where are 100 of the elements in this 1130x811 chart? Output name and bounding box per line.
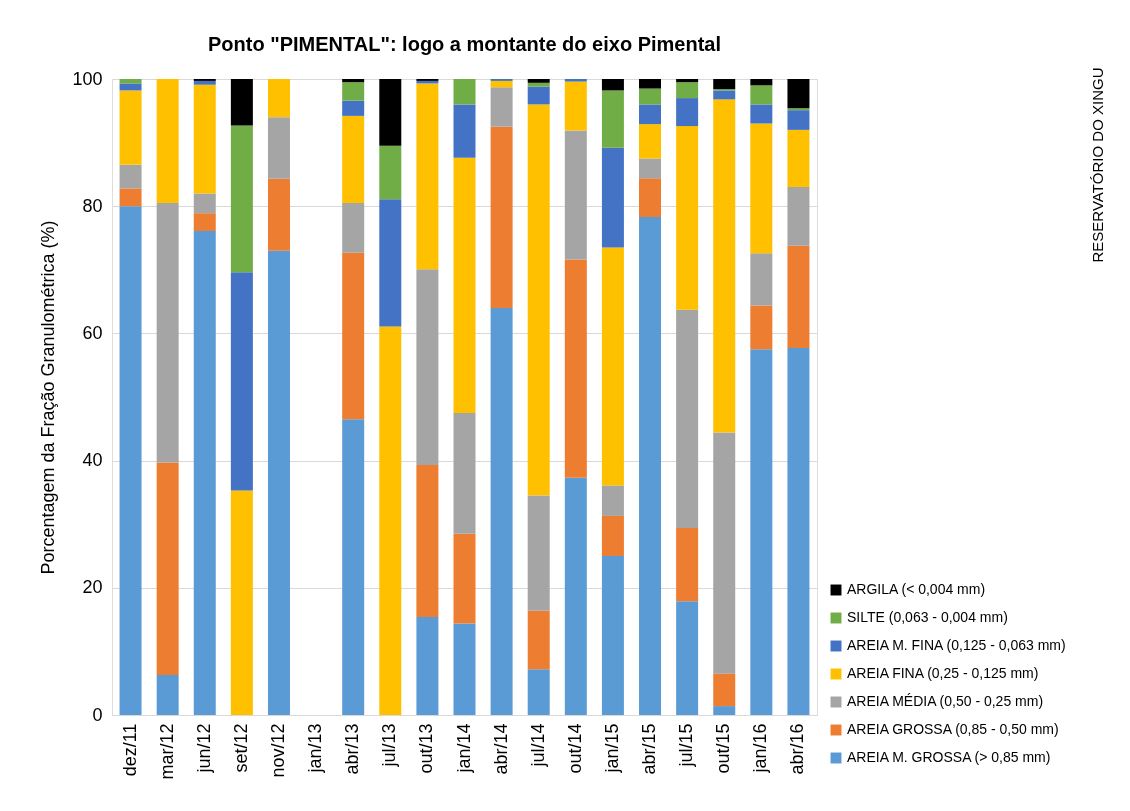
bar xyxy=(119,83,142,91)
legend-label: AREIA MÉDIA (0,50 - 0,25 mm) xyxy=(847,693,1044,709)
x-tick-label: jan/16 xyxy=(750,723,771,774)
bar xyxy=(453,623,476,715)
bar xyxy=(750,85,773,105)
bar xyxy=(713,706,736,715)
bar xyxy=(453,79,476,105)
y-tick-label: 100 xyxy=(72,68,103,89)
bar xyxy=(490,126,513,308)
bar xyxy=(639,79,662,89)
y-tick-label: 20 xyxy=(82,577,103,598)
x-tick-label: abr/14 xyxy=(490,723,511,775)
bar xyxy=(676,528,699,602)
bar xyxy=(787,129,810,188)
y-axis-title: Porcentagem da Fração Granulométrica (%) xyxy=(38,220,59,575)
x-tick-label: jun/12 xyxy=(193,723,214,774)
bar xyxy=(230,272,253,491)
bar xyxy=(416,465,439,618)
bar xyxy=(750,123,773,254)
bar xyxy=(230,490,253,715)
x-tick-label: jan/14 xyxy=(453,723,474,774)
legend-label: ARGILA (< 0,004 mm) xyxy=(847,581,986,597)
x-tick-label: dez/11 xyxy=(119,723,140,777)
bar xyxy=(676,98,699,127)
chart-title: Ponto "PIMENTAL": logo a montante do eixo Pimental xyxy=(207,33,722,56)
bar xyxy=(601,556,624,715)
bar xyxy=(787,348,810,715)
bar xyxy=(676,82,699,99)
bar xyxy=(527,669,550,715)
legend-label: AREIA M. FINA (0,125 - 0,063 mm) xyxy=(847,637,1066,653)
legend-label: AREIA GROSSA (0,85 - 0,50 mm) xyxy=(847,721,1059,737)
bar xyxy=(750,104,773,124)
bar xyxy=(787,245,810,349)
bar xyxy=(601,515,624,556)
bar xyxy=(267,250,290,715)
bar xyxy=(193,84,216,194)
bar xyxy=(342,82,365,101)
legend-label: SILTE (0,063 - 0,004 mm) xyxy=(847,609,1008,625)
bar xyxy=(713,673,736,707)
bar xyxy=(750,79,773,86)
y-tick-label: 0 xyxy=(92,704,103,725)
bar xyxy=(527,104,550,496)
bar xyxy=(527,610,550,670)
bar xyxy=(564,79,587,82)
legend-label: AREIA M. GROSSA (> 0,85 mm) xyxy=(847,749,1051,765)
bar xyxy=(564,81,587,131)
x-tick-label: out/14 xyxy=(564,723,585,774)
bar xyxy=(639,158,662,179)
bar xyxy=(713,79,736,90)
bar xyxy=(193,213,216,231)
bar xyxy=(787,187,810,246)
bar xyxy=(119,79,142,84)
bar xyxy=(379,326,402,715)
bar xyxy=(601,147,624,248)
bar xyxy=(601,79,624,91)
x-tick-label: out/15 xyxy=(713,723,734,774)
bar xyxy=(342,203,365,253)
bar xyxy=(453,533,476,624)
bar xyxy=(527,495,550,611)
bar xyxy=(453,104,476,158)
bar xyxy=(342,419,365,715)
x-tick-label: mar/12 xyxy=(156,723,177,780)
x-tick-label: jul/13 xyxy=(379,723,400,768)
bar xyxy=(156,674,179,715)
bar xyxy=(342,252,365,420)
bar xyxy=(119,188,142,207)
bar xyxy=(156,462,179,675)
bar xyxy=(342,79,365,83)
bar xyxy=(676,309,699,529)
bar xyxy=(564,130,587,260)
bar xyxy=(267,178,290,251)
x-tick-label: jan/15 xyxy=(601,723,622,774)
bar xyxy=(527,79,550,83)
x-tick-label: jan/13 xyxy=(305,723,326,774)
bar xyxy=(416,83,439,270)
bar xyxy=(676,126,699,310)
bar xyxy=(676,601,699,715)
legend-label: AREIA FINA (0,25 - 0,125 mm) xyxy=(847,665,1039,681)
bar xyxy=(601,485,624,516)
bar xyxy=(639,88,662,105)
bar xyxy=(601,90,624,148)
x-tick-label: jul/15 xyxy=(676,723,697,768)
bar xyxy=(230,125,253,273)
bar xyxy=(750,253,773,306)
bar xyxy=(156,79,179,204)
bar xyxy=(713,90,736,100)
x-tick-label: abr/15 xyxy=(639,723,660,775)
bar xyxy=(639,124,662,159)
bar xyxy=(119,90,142,165)
text: RESERVATÓRIO DO XINGU xyxy=(1089,67,1106,263)
bar xyxy=(713,99,736,433)
bar xyxy=(676,79,699,83)
bar xyxy=(342,100,365,116)
bar xyxy=(379,79,402,146)
bar xyxy=(379,199,402,327)
bar xyxy=(527,86,550,105)
y-tick-label: 60 xyxy=(82,322,103,343)
bar xyxy=(193,231,216,715)
bar xyxy=(342,115,365,204)
bar xyxy=(490,87,513,127)
